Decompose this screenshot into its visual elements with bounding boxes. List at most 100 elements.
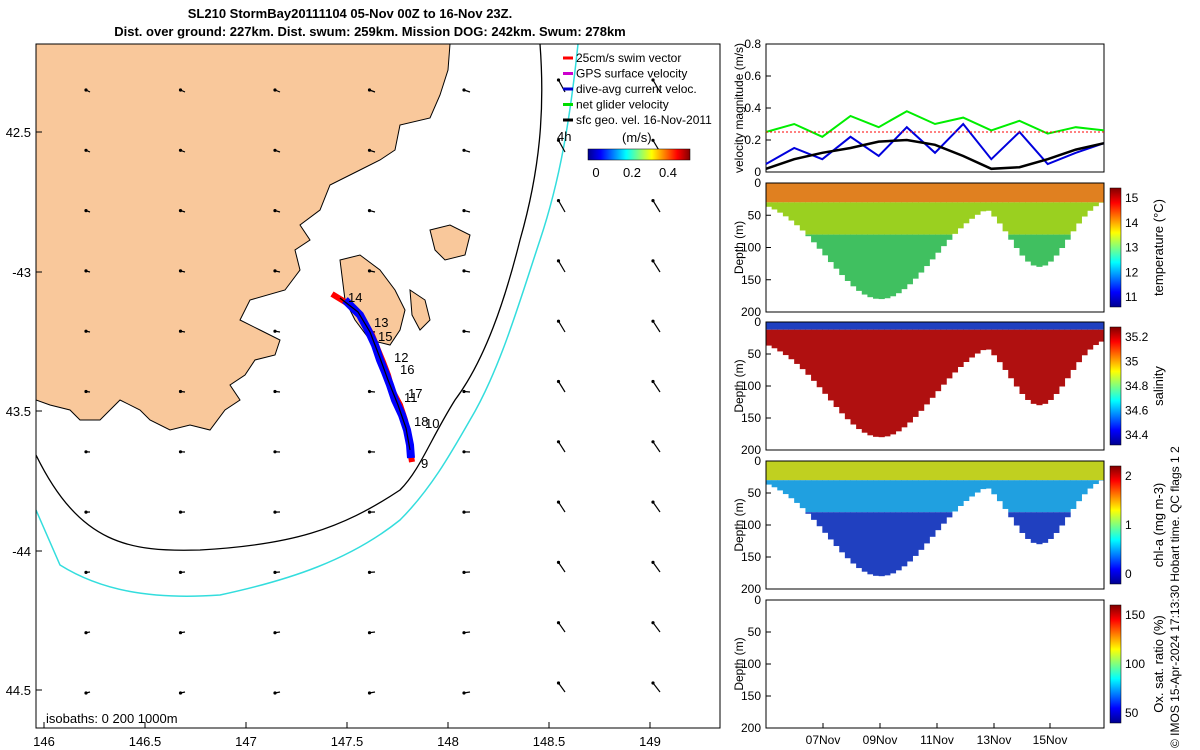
day-label: 12 <box>394 350 408 365</box>
legend-label: GPS surface velocity <box>576 67 687 81</box>
cbar-tick: 15 <box>1125 191 1139 205</box>
vel-ytick: 0.2 <box>744 133 761 147</box>
cbar-tick: 34.8 <box>1125 379 1149 393</box>
panel-colorbar <box>1109 465 1122 585</box>
figure-title-line1: SL210 StormBay20111104 05-Nov 00Z to 16-… <box>187 6 513 21</box>
map-ytick-label: 43.5 <box>6 404 31 419</box>
colorbar-tick: 0 <box>592 165 599 180</box>
map-xtick-label: 148.5 <box>533 734 566 749</box>
map-xtick-label: 148 <box>437 734 459 749</box>
depth-ytick: 200 <box>741 305 761 319</box>
day-label: 10 <box>425 416 439 431</box>
map-ytick-label: -44 <box>12 544 31 559</box>
legend-label: 25cm/s swim vector <box>576 51 681 65</box>
map-ytick-label: 42.5 <box>6 125 31 140</box>
depth-ytick: 200 <box>741 443 761 457</box>
date-xtick: 15Nov <box>1033 733 1068 747</box>
depth-ytick: 150 <box>741 411 761 425</box>
copyright-note: © IMOS 15-Apr-2024 17:13:30 Hobart time.… <box>1168 446 1182 748</box>
legend-label: sfc geo. vel. 16-Nov-2011 <box>576 113 712 127</box>
cbar-tick: 50 <box>1125 706 1139 720</box>
depth-ylabel: Depth (m) <box>732 498 746 551</box>
depth-ytick: 100 <box>741 518 761 532</box>
depth-ytick: 0 <box>754 315 761 329</box>
land-cape <box>409 289 431 331</box>
cbar-tick: 0 <box>1125 567 1132 581</box>
series-line <box>765 138 1105 171</box>
map-ytick-label: 44.5 <box>6 683 31 698</box>
cbar-label: Ox. sat. ratio (%) <box>1151 615 1166 713</box>
speed-colorbar-ticks: 0 0.2 0.4 <box>592 165 677 180</box>
cbar-tick: 13 <box>1125 241 1139 255</box>
depth-ytick: 0 <box>754 454 761 468</box>
depth-ytick: 150 <box>741 550 761 564</box>
day-label: 13 <box>374 315 388 330</box>
colorbar-tick: 0.4 <box>659 165 677 180</box>
depth-ytick: 50 <box>748 347 762 361</box>
map-axes: 146 146.5 147 147.5 148 148.5 14942.5-4343.5-4… <box>6 125 661 749</box>
cbar-tick: 12 <box>1125 265 1139 279</box>
date-xtick: 09Nov <box>863 733 898 747</box>
vel-ytick: 0.8 <box>744 37 761 51</box>
cbar-tick: 34.6 <box>1125 404 1149 418</box>
depth-ytick: 200 <box>741 721 761 735</box>
speed-colorbar-label: (m/s) <box>622 130 652 145</box>
map-xtick-label: 146.5 <box>129 734 162 749</box>
date-xtick: 13Nov <box>977 733 1012 747</box>
map-ytick-label: -43 <box>12 265 31 280</box>
vel-ytick: 0.6 <box>744 69 761 83</box>
glider-track-black <box>339 297 411 451</box>
depth-ytick: 0 <box>754 176 761 190</box>
day-label: 17 <box>408 386 422 401</box>
day-label: 11 <box>404 390 418 405</box>
cbar-tick: 34.4 <box>1125 428 1149 442</box>
map-xtick-label: 146 <box>33 734 55 749</box>
day-label: 14 <box>348 290 362 305</box>
land-island <box>429 224 471 261</box>
panel-colorbar <box>1109 187 1122 308</box>
date-xtick: 11Nov <box>920 733 954 747</box>
legend-label: dive-avg current veloc. <box>576 82 697 96</box>
panel-colorbar <box>1109 326 1122 446</box>
depth-ytick: 50 <box>748 486 762 500</box>
map-legend: 25cm/s swim vector GPS surface velocitydi… <box>563 51 712 127</box>
depth-ylabel: Depth (m) <box>732 221 746 274</box>
cbar-tick: 11 <box>1125 290 1138 304</box>
depth-ytick: 50 <box>748 625 762 639</box>
day-label: 16 <box>400 362 414 377</box>
depth-ytick: 150 <box>741 689 761 703</box>
depth-ytick: 100 <box>741 379 761 393</box>
depth-ytick: 100 <box>741 657 761 671</box>
land-mass <box>36 44 451 431</box>
day-label: 15 <box>378 329 392 344</box>
map-xtick-label: 147 <box>235 734 257 749</box>
map-xtick-label: 149 <box>639 734 661 749</box>
isobath-1000 <box>36 44 579 597</box>
date-xtick: 07Nov <box>806 733 841 747</box>
depth-ylabel: Depth (m) <box>732 359 746 412</box>
day-label: 9 <box>421 456 428 471</box>
colorbar-tick: 0.2 <box>623 165 641 180</box>
vel-ylabel: velocity magnitude (m/s) <box>732 43 746 173</box>
map-xtick-label: 147.5 <box>331 734 364 749</box>
depth-ytick: 50 <box>748 208 762 222</box>
vel-ytick: 0 <box>754 165 761 179</box>
cbar-tick: 35.2 <box>1125 330 1149 344</box>
depth-ytick: 100 <box>741 241 761 255</box>
cbar-label: salinity <box>1151 366 1166 406</box>
legend-label: net glider velocity <box>576 98 669 112</box>
depth-ylabel: Depth (m) <box>732 637 746 690</box>
cbar-tick: 2 <box>1125 469 1132 483</box>
day-label: 18 <box>414 414 428 429</box>
cbar-label: temperature (°C) <box>1151 199 1166 296</box>
depth-ytick: 150 <box>741 273 761 287</box>
series-line <box>765 122 1105 166</box>
cbar-tick: 14 <box>1125 216 1139 230</box>
land-peninsula <box>339 254 406 346</box>
vel-ytick: 0.4 <box>744 101 761 115</box>
corner-label: 4h <box>557 129 571 144</box>
cbar-tick: 150 <box>1125 608 1145 622</box>
figure-title-line2: Dist. over ground: 227km. Dist. swum: 25… <box>114 24 626 39</box>
